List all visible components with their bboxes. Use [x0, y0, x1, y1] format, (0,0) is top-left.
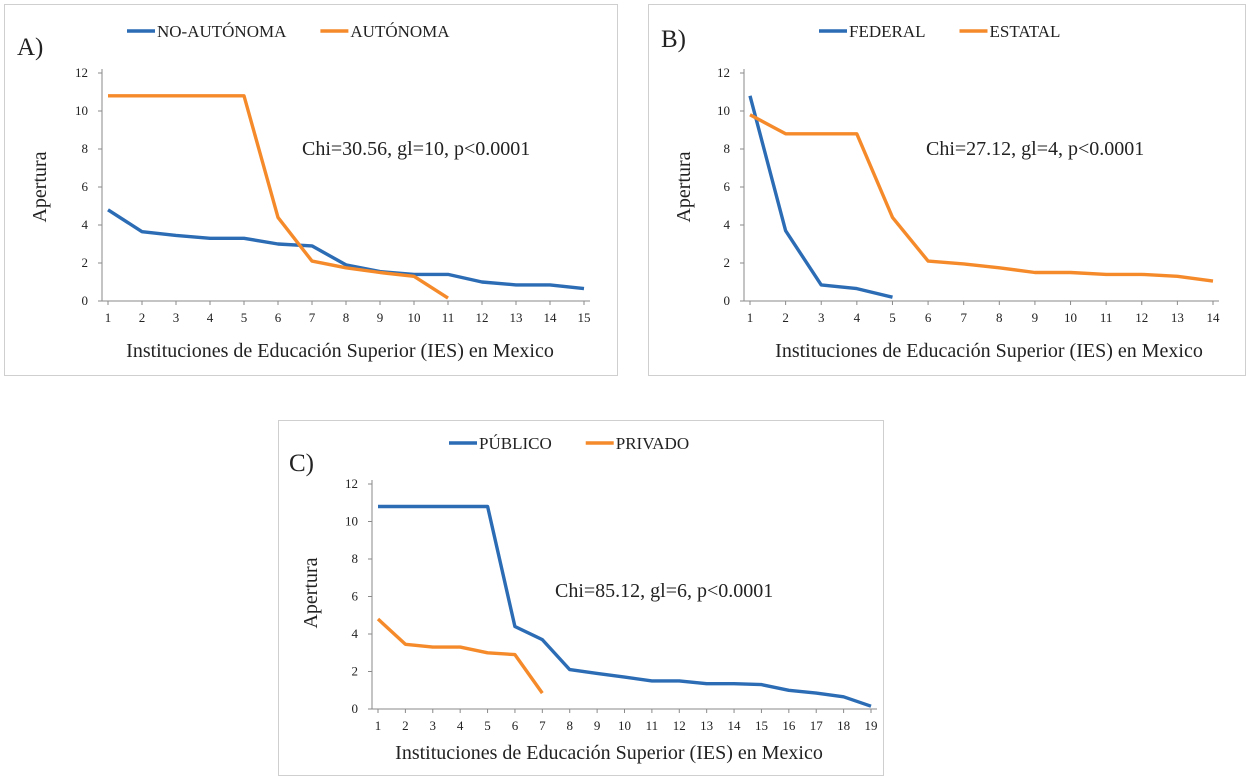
y-tick-label: 4	[724, 217, 731, 232]
y-tick-label: 6	[724, 179, 731, 194]
y-tick-label: 10	[345, 514, 358, 529]
y-tick-label: 10	[717, 103, 730, 118]
x-tick-label: 9	[594, 718, 601, 733]
panel-label: A)	[17, 34, 43, 61]
series-line-orange	[376, 617, 544, 695]
x-tick-label: 13	[510, 310, 523, 325]
series-line-orange	[108, 94, 449, 300]
panel-label: C)	[289, 450, 314, 477]
x-tick-label: 5	[241, 310, 248, 325]
y-tick-label: 12	[717, 65, 730, 80]
y-tick-label: 8	[724, 141, 731, 156]
y-tick-label: 2	[724, 255, 731, 270]
x-tick-label: 9	[1032, 310, 1039, 325]
y-tick-label: 2	[82, 255, 89, 270]
x-tick-label: 12	[1135, 310, 1148, 325]
x-tick-label: 4	[854, 310, 861, 325]
x-axis-title: Instituciones de Educación Superior (IES…	[395, 742, 823, 764]
x-tick-label: 7	[309, 310, 316, 325]
y-axis-title: Apertura	[29, 151, 51, 222]
chi-square-annotation: Chi=27.12, gl=4, p<0.0001	[926, 138, 1144, 160]
x-tick-label: 1	[105, 310, 112, 325]
y-tick-label: 0	[82, 293, 89, 308]
y-tick-label: 6	[82, 179, 89, 194]
x-tick-label: 18	[837, 718, 850, 733]
x-tick-label: 6	[512, 718, 519, 733]
x-tick-label: 14	[1207, 310, 1221, 325]
y-tick-label: 12	[345, 476, 358, 491]
x-tick-label: 19	[865, 718, 878, 733]
chart-panel-b: B) FEDERAL ESTATAL 0 2 4 6 8 10 12 1 2 3 4 5 6 7 8 9 10 11 12…	[648, 4, 1246, 376]
x-tick-label: 2	[782, 310, 789, 325]
legend-label: PÚBLICO	[479, 434, 552, 453]
x-tick-label: 7	[960, 310, 967, 325]
x-tick-label: 17	[810, 718, 824, 733]
y-tick-label: 4	[82, 217, 89, 232]
panel-label: B)	[661, 26, 686, 53]
y-tick-label: 0	[352, 701, 359, 716]
series-line-blue	[748, 95, 893, 299]
y-tick-label: 2	[352, 664, 359, 679]
x-tick-label: 6	[275, 310, 282, 325]
y-tick-label: 12	[75, 65, 88, 80]
x-tick-label: 11	[1100, 310, 1113, 325]
x-tick-label: 6	[925, 310, 932, 325]
x-tick-label: 8	[996, 310, 1003, 325]
x-tick-label: 13	[700, 718, 713, 733]
x-tick-label: 16	[782, 718, 796, 733]
x-tick-label: 10	[408, 310, 421, 325]
x-tick-label: 12	[673, 718, 686, 733]
x-tick-label: 3	[430, 718, 437, 733]
y-tick-label: 6	[352, 589, 359, 604]
x-tick-label: 15	[755, 718, 768, 733]
series-line-blue	[107, 208, 585, 291]
x-tick-label: 1	[747, 310, 754, 325]
legend-label: FEDERAL	[849, 22, 926, 41]
legend-label: AUTÓNOMA	[350, 22, 450, 41]
x-tick-label: 12	[476, 310, 489, 325]
x-tick-label: 2	[402, 718, 409, 733]
x-tick-label: 8	[343, 310, 350, 325]
y-tick-label: 10	[75, 103, 88, 118]
chart-panel-c: C) PÚBLICO PRIVADO 0 2 4 6 8 10 12 1 2 3 4 5 6 7 8 9 10 11 12…	[278, 420, 884, 776]
x-axis-title: Instituciones de Educación Superior (IES…	[775, 340, 1203, 362]
y-tick-label: 8	[352, 551, 359, 566]
x-tick-label: 4	[457, 718, 464, 733]
legend-label: NO-AUTÓNOMA	[157, 22, 287, 41]
x-axis-title: Instituciones de Educación Superior (IES…	[126, 340, 554, 362]
x-tick-label: 4	[207, 310, 214, 325]
x-tick-label: 13	[1171, 310, 1184, 325]
chi-square-annotation: Chi=30.56, gl=10, p<0.0001	[302, 138, 530, 160]
x-tick-label: 7	[539, 718, 546, 733]
x-tick-label: 2	[139, 310, 146, 325]
x-tick-label: 14	[544, 310, 558, 325]
y-axis-title: Apertura	[300, 557, 322, 628]
x-tick-label: 9	[377, 310, 384, 325]
y-axis-title: Apertura	[673, 151, 695, 222]
x-tick-label: 11	[442, 310, 455, 325]
x-tick-label: 15	[578, 310, 591, 325]
x-tick-label: 1	[375, 718, 382, 733]
x-tick-label: 11	[646, 718, 659, 733]
series-line-orange	[749, 113, 1214, 283]
chart-panel-a: A) NO-AUTÓNOMA AUTÓNOMA 0 2 4 6 8 10 12 1 2 3 4 5 6 7 8 9 1…	[4, 4, 618, 376]
legend-label: PRIVADO	[616, 434, 689, 453]
x-tick-label: 5	[889, 310, 896, 325]
y-tick-label: 0	[724, 293, 731, 308]
y-tick-label: 8	[82, 141, 89, 156]
x-tick-label: 8	[566, 718, 573, 733]
series-line-blue	[378, 504, 872, 708]
x-tick-label: 10	[1064, 310, 1077, 325]
chi-square-annotation: Chi=85.12, gl=6, p<0.0001	[555, 580, 773, 602]
x-tick-label: 5	[484, 718, 491, 733]
x-tick-label: 14	[728, 718, 742, 733]
legend-label: ESTATAL	[990, 22, 1061, 41]
x-tick-label: 3	[818, 310, 825, 325]
x-tick-label: 10	[618, 718, 631, 733]
y-tick-label: 4	[352, 626, 359, 641]
x-tick-label: 3	[173, 310, 180, 325]
